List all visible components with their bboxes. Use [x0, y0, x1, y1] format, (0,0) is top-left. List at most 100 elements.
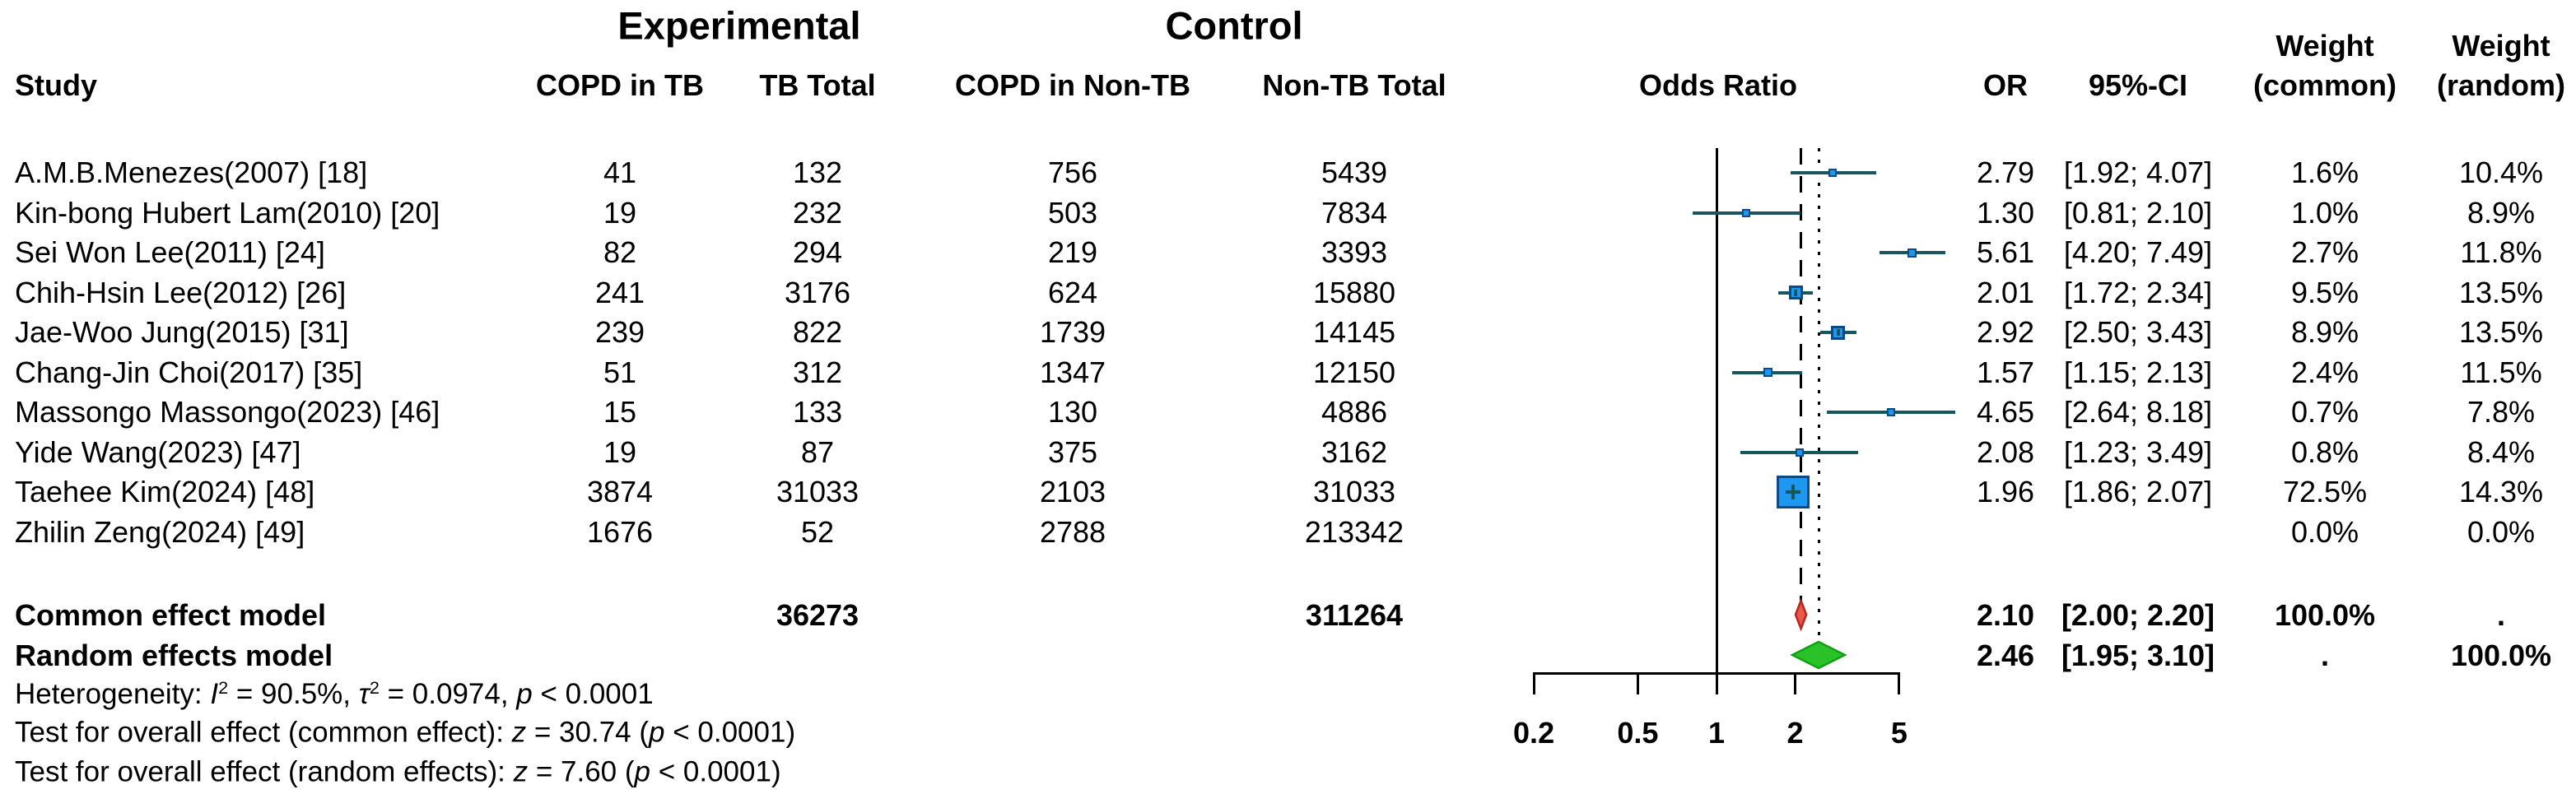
tb-total-cell: 87	[800, 434, 835, 469]
axis-tick-label: 2	[1786, 716, 1804, 750]
copd-in-non-tb-cell: 2788	[1039, 514, 1106, 549]
footnote-segment: = 7.60 (	[528, 755, 635, 788]
non-tb-total-cell: 14145	[1312, 315, 1396, 349]
axis-tick-label: 1	[1707, 716, 1726, 750]
weight-common-cell: 9.5%	[2290, 275, 2359, 309]
ci-text-cell: [1.92; 4.07]	[2063, 156, 2213, 189]
footnote-segment: 2	[218, 677, 229, 699]
footnote-segment: 2	[369, 677, 380, 699]
study-cell: Chang-Jin Choi(2017) [35]	[15, 355, 363, 389]
footnote-segment: < 0.0001)	[664, 716, 796, 749]
overall-effect-random-note: Test for overall effect (random effects)…	[15, 758, 781, 787]
or-marker-square	[1742, 208, 1751, 217]
axis-tick	[1898, 672, 1901, 694]
copd-in-tb-cell: 51	[603, 355, 637, 389]
non-tb-total-cell: 213342	[1304, 514, 1404, 549]
footnote-segment: I	[210, 677, 219, 710]
col-header-weight-random-line2: (random)	[2437, 68, 2565, 102]
non-tb-total-cell: 31033	[1312, 475, 1396, 508]
or-text-cell: 2.08	[1976, 434, 2035, 469]
common-diamond-shape	[1794, 597, 1808, 632]
ci-text-cell: [2.50; 3.43]	[2063, 315, 2213, 349]
col-header-ci: 95%-CI	[2088, 68, 2188, 102]
axis-tick	[1636, 672, 1639, 694]
copd-in-non-tb-cell: 1739	[1039, 315, 1106, 349]
weight-random-cell: .	[2496, 598, 2506, 632]
footnote-segment: < 0.0001	[532, 677, 654, 710]
copd-in-tb-cell: 15	[603, 395, 637, 429]
tb-total-cell: 822	[792, 315, 843, 349]
study-cell: Yide Wang(2023) [47]	[15, 434, 301, 469]
study-cell: A.M.B.Menezes(2007) [18]	[15, 156, 368, 189]
tb-total-cell: 294	[792, 235, 843, 269]
col-header-weight-random-line1: Weight	[2452, 29, 2550, 63]
or-cell: 2.46	[1976, 639, 2035, 672]
weight-common-cell: 8.9%	[2290, 315, 2359, 349]
ci-text-cell: [0.81; 2.10]	[2063, 195, 2213, 230]
footnote-segment: Test for overall effect (random effects)…	[15, 755, 514, 788]
non-tb-total-cell: 4886	[1321, 395, 1388, 429]
or-text-cell: 1.96	[1976, 475, 2035, 508]
weight-common-cell: 1.0%	[2290, 195, 2359, 230]
footnote-segment: < 0.0001)	[650, 755, 781, 788]
col-header-non-tb-total: Non-TB Total	[1262, 68, 1446, 102]
group-header-control: Control	[1165, 3, 1303, 48]
axis-tick-label: 5	[1890, 716, 1908, 750]
weight-common-cell: 0.7%	[2290, 395, 2359, 429]
footnote-segment: Test for overall effect (common effect):	[15, 716, 512, 749]
weight-random-cell: 8.9%	[2467, 195, 2536, 230]
copd-in-non-tb-cell: 624	[1047, 275, 1098, 309]
ci-text-cell: [1.23; 3.49]	[2063, 434, 2213, 469]
axis-tick	[1794, 672, 1797, 694]
or-text-cell: 2.79	[1976, 156, 2035, 189]
or-cell: 2.10	[1976, 598, 2035, 632]
tb-total-cell: 312	[792, 355, 843, 389]
footnote-segment: = 90.5%,	[228, 677, 359, 710]
common-diamond	[1794, 597, 1808, 632]
non-tb-total-cell: 3393	[1321, 235, 1388, 269]
non-tb-total-cell: 12150	[1312, 355, 1396, 389]
weight-random-cell: 14.3%	[2458, 475, 2544, 508]
axis-tick	[1532, 672, 1535, 694]
weight-common-cell: 72.5%	[2282, 475, 2368, 508]
or-marker-square	[1828, 169, 1838, 177]
marker-center-tick	[1785, 490, 1800, 494]
footnote-segment: τ	[358, 677, 370, 710]
summary-label: Random effects model	[15, 639, 333, 672]
weight-random-cell: 10.4%	[2458, 156, 2544, 189]
or-text-cell: 4.65	[1976, 395, 2035, 429]
copd-in-tb-cell: 3874	[586, 475, 654, 508]
or-text-cell: 1.30	[1976, 195, 2035, 230]
footnote-segment: Heterogeneity:	[15, 677, 211, 710]
footnote-segment: p	[516, 677, 533, 710]
common-effect-line	[1799, 148, 1802, 601]
tb-total-cell: 36273	[776, 598, 859, 632]
non-tb-total-cell: 7834	[1321, 195, 1388, 230]
col-header-weight-common-line2: (common)	[2253, 68, 2397, 102]
tb-total-cell: 52	[800, 514, 835, 549]
copd-in-tb-cell: 239	[594, 315, 645, 349]
footnote-segment: = 0.0974,	[379, 677, 517, 710]
or-marker-square	[1908, 248, 1917, 258]
ci-text-cell: [1.15; 2.13]	[2063, 355, 2213, 389]
tb-total-cell: 132	[792, 156, 843, 189]
tb-total-cell: 31033	[776, 475, 859, 508]
study-cell: Chih-Hsin Lee(2012) [26]	[15, 275, 347, 309]
random-diamond	[1790, 640, 1847, 670]
non-tb-total-cell: 15880	[1312, 275, 1396, 309]
heterogeneity-note: Heterogeneity: I2 = 90.5%, τ2 = 0.0974, …	[15, 679, 654, 708]
weight-common-cell: 1.6%	[2290, 156, 2359, 189]
col-header-copd-in-tb: COPD in TB	[536, 68, 704, 102]
axis-tick	[1715, 672, 1718, 694]
copd-in-tb-cell: 19	[603, 195, 637, 230]
overall-effect-common-note: Test for overall effect (common effect):…	[15, 718, 795, 747]
study-cell: Jae-Woo Jung(2015) [31]	[15, 315, 349, 349]
non-tb-total-cell: 311264	[1305, 598, 1404, 632]
weight-random-cell: 7.8%	[2467, 395, 2536, 429]
ci-text-cell: [4.20; 7.49]	[2063, 235, 2213, 269]
or-marker-square	[1763, 368, 1772, 377]
non-tb-total-cell: 3162	[1321, 434, 1388, 469]
ci-text-cell: [2.64; 8.18]	[2063, 395, 2213, 429]
weight-random-cell: 13.5%	[2458, 315, 2544, 349]
